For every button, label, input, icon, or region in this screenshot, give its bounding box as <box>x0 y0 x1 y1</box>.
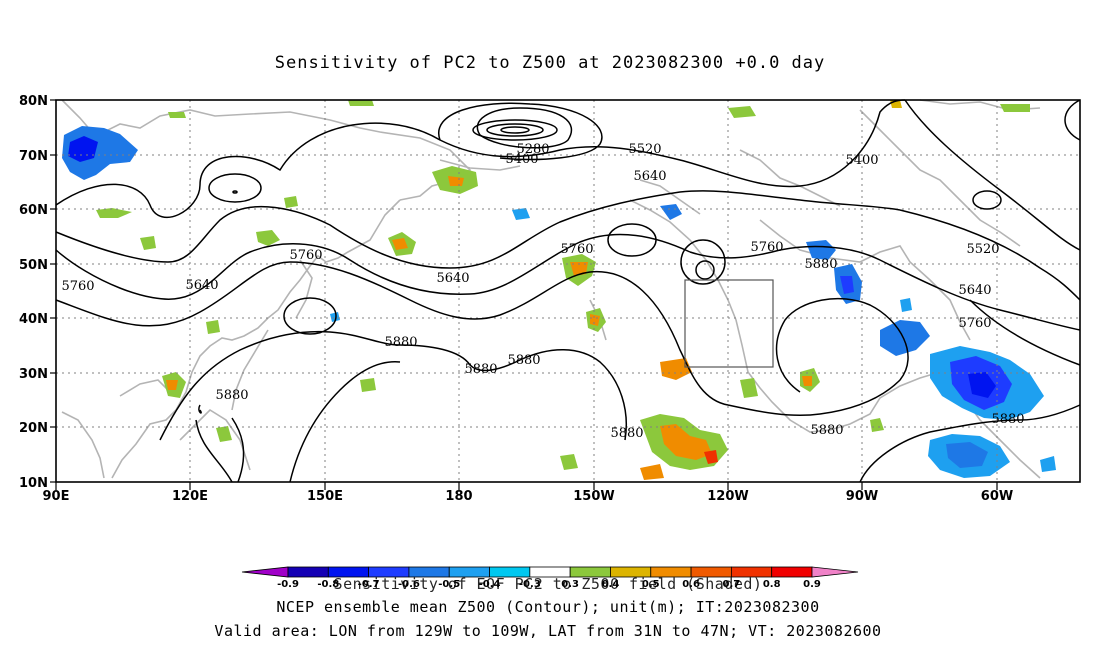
lat-tick-label: 20N <box>19 421 48 436</box>
z500-contours <box>55 99 1081 483</box>
contour-label: 5880 <box>384 335 417 350</box>
colorbar-tick-label: 0.9 <box>803 579 821 590</box>
colorbar-arrow-right <box>811 566 859 578</box>
contour-label: 5520 <box>966 242 999 257</box>
colorbar-tick-label: 0.6 <box>682 579 700 590</box>
contour-label: 5880 <box>804 257 837 272</box>
contour-label: 5760 <box>289 248 322 263</box>
footer-line-2: NCEP ensemble mean Z500 (Contour); unit(… <box>276 598 819 616</box>
contour-label: 5640 <box>436 271 469 286</box>
colorbar-tick-label: -0.7 <box>358 579 380 590</box>
colorbar-tick-label: 0.4 <box>602 579 620 590</box>
contour-label: 5280 <box>516 142 549 157</box>
contour-label: 5640 <box>958 283 991 298</box>
colorbar-tick-label: 0.5 <box>642 579 660 590</box>
colorbar-tick-label: -0.6 <box>398 579 420 590</box>
lon-tick-label: 120E <box>172 489 208 504</box>
contour-label: 5880 <box>991 412 1024 427</box>
contour-label: 5640 <box>185 278 218 293</box>
contour-label: 5640 <box>633 169 666 184</box>
contour-label: 5520 <box>628 142 661 157</box>
plot-area: 5280 5400 5520 5640 5400 5760 5640 5520 … <box>55 99 1081 483</box>
contour-label-group: 5280 5400 5520 5640 5400 5760 5640 5520 … <box>61 142 1024 441</box>
lat-tick-label: 80N <box>19 94 48 109</box>
contour-label: 5880 <box>215 388 248 403</box>
footer-line-1: Sensitivity of EOF PC2 to Z500 field (Sh… <box>334 575 763 593</box>
colorbar-tick-label: -0.3 <box>519 579 541 590</box>
colorbar-tick-label: 0.3 <box>561 579 579 590</box>
lon-tick-label: 60W <box>981 489 1013 504</box>
lat-tick-label: 60N <box>19 203 48 218</box>
lon-tick-label: 90E <box>43 489 70 504</box>
colorbar-swatch <box>771 566 813 578</box>
axis-ticks <box>50 99 998 490</box>
contour-label: 5760 <box>560 242 593 257</box>
lon-tick-label: 120W <box>707 489 748 504</box>
lon-tick-label: 180 <box>445 489 472 504</box>
contour-label: 5760 <box>750 240 783 255</box>
contour-label: 5760 <box>958 316 991 331</box>
contour-label: 5400 <box>845 153 878 168</box>
lat-tick-label: 70N <box>19 149 48 164</box>
contour-label: 5760 <box>61 279 94 294</box>
lat-tick-label: 40N <box>19 312 48 327</box>
colorbar: -0.9 -0.8 -0.7 -0.6 -0.5 -0.4 -0.3 0.3 0.4 0.5 0.6… <box>241 566 859 590</box>
contour-label: 5880 <box>810 423 843 438</box>
colorbar-tick-label: -0.9 <box>277 579 299 590</box>
colorbar-tick-label: -0.8 <box>317 579 339 590</box>
gridlines <box>56 100 1080 482</box>
colorbar-arrow-left <box>241 566 289 578</box>
colorbar-swatch <box>287 566 329 578</box>
colorbar-tick-label: 0.8 <box>763 579 781 590</box>
lat-axis: 80N 70N 60N 50N 40N 30N 20N 10N <box>19 94 48 491</box>
lon-tick-label: 150E <box>307 489 343 504</box>
chart-title: Sensitivity of PC2 to Z500 at 2023082300… <box>275 53 826 73</box>
lon-tick-label: 150W <box>573 489 614 504</box>
contour-label: 5400 <box>505 152 538 167</box>
lon-axis: 90E 120E 150E 180 150W 120W 90W 60W <box>43 489 1014 504</box>
contour-label: 5880 <box>507 353 540 368</box>
valid-area-box <box>684 279 774 368</box>
lat-tick-label: 30N <box>19 367 48 382</box>
lat-tick-label: 50N <box>19 258 48 273</box>
plot-frame <box>55 99 1081 483</box>
colorbar-tick-label: -0.4 <box>479 579 501 590</box>
colorbar-tick-label: -0.5 <box>438 579 460 590</box>
contour-label: 5880 <box>610 426 643 441</box>
lon-tick-label: 90W <box>846 489 878 504</box>
shaded-sensitivity <box>62 100 1056 480</box>
lat-tick-label: 10N <box>19 476 48 491</box>
footer-line-3: Valid area: LON from 129W to 109W, LAT f… <box>214 622 881 640</box>
colorbar-tick-label: 0.7 <box>723 579 741 590</box>
contour-label: 5880 <box>464 362 497 377</box>
